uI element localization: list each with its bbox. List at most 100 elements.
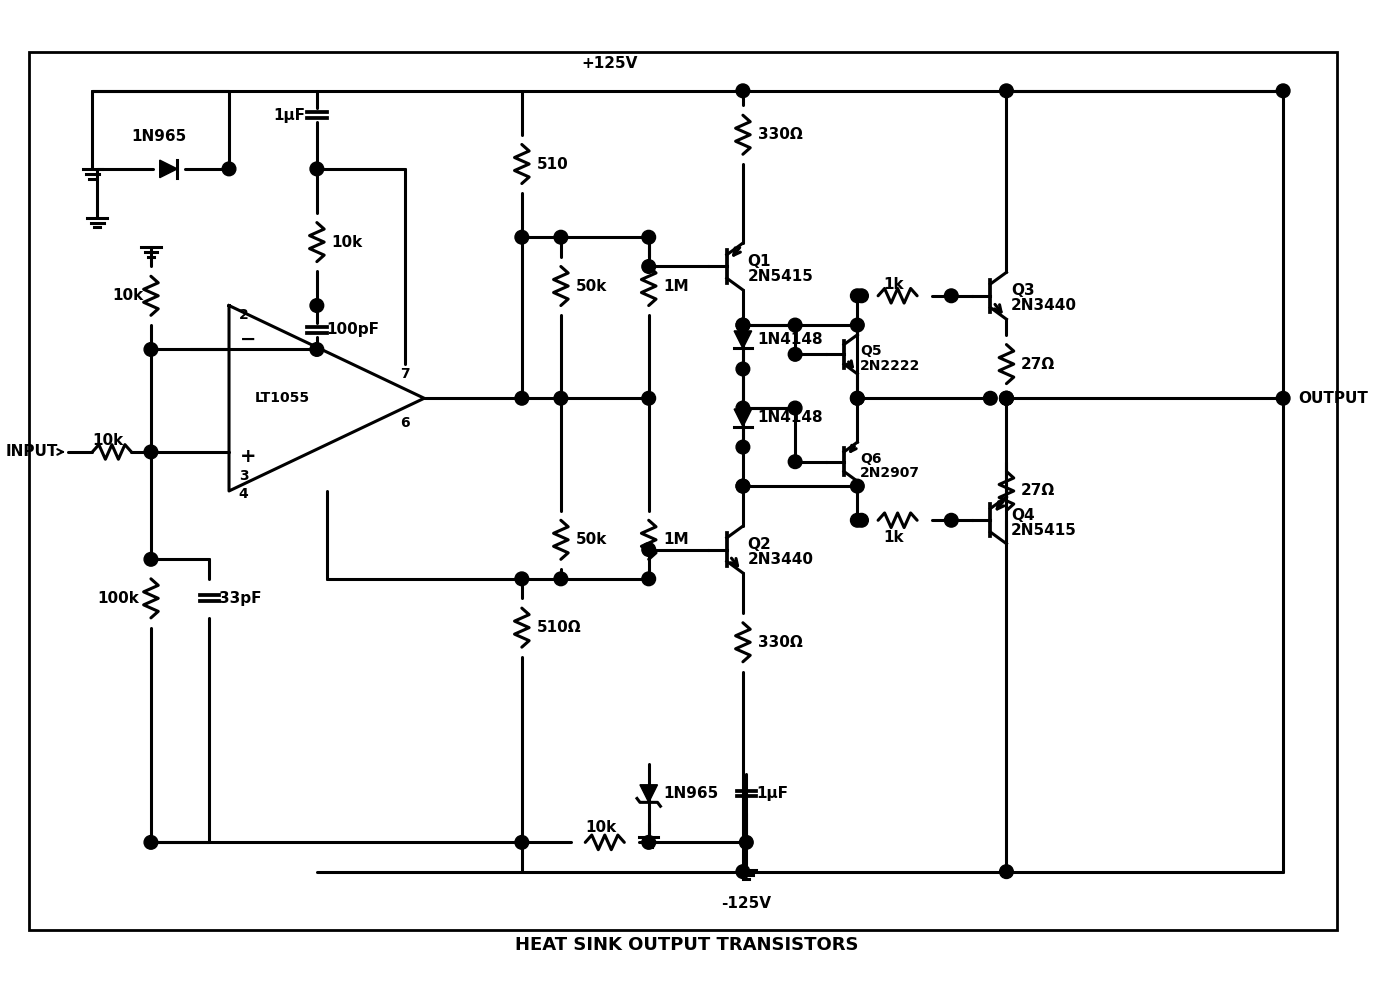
- Text: Q5: Q5: [859, 344, 881, 358]
- Text: 1k: 1k: [883, 531, 903, 545]
- Text: 330Ω: 330Ω: [757, 128, 803, 142]
- Circle shape: [1276, 391, 1290, 405]
- Polygon shape: [734, 409, 752, 427]
- Text: 2N3440: 2N3440: [748, 551, 814, 567]
- Circle shape: [310, 162, 324, 176]
- Circle shape: [851, 480, 865, 492]
- Circle shape: [788, 401, 801, 415]
- Circle shape: [1000, 391, 1013, 405]
- Text: 27Ω: 27Ω: [1022, 484, 1055, 498]
- Circle shape: [855, 289, 869, 302]
- Circle shape: [554, 572, 567, 586]
- Text: 6: 6: [399, 416, 409, 430]
- Circle shape: [642, 231, 655, 244]
- Circle shape: [515, 231, 529, 244]
- Circle shape: [515, 572, 529, 586]
- Circle shape: [737, 480, 749, 492]
- Circle shape: [642, 836, 655, 850]
- Circle shape: [1276, 84, 1290, 98]
- Text: 7: 7: [399, 367, 409, 381]
- Text: 100pF: 100pF: [326, 323, 380, 337]
- Text: 510: 510: [537, 157, 569, 172]
- Circle shape: [851, 513, 865, 527]
- Text: HEAT SINK OUTPUT TRANSISTORS: HEAT SINK OUTPUT TRANSISTORS: [515, 936, 858, 954]
- Circle shape: [737, 84, 749, 98]
- Text: 33pF: 33pF: [219, 591, 262, 606]
- Circle shape: [1000, 865, 1013, 878]
- Text: 1N965: 1N965: [131, 129, 187, 144]
- Circle shape: [737, 440, 749, 454]
- Text: 1k: 1k: [883, 277, 903, 291]
- Circle shape: [310, 342, 324, 356]
- Text: Q2: Q2: [748, 538, 771, 552]
- Circle shape: [222, 162, 235, 176]
- Text: 1M: 1M: [664, 533, 688, 547]
- Circle shape: [642, 260, 655, 274]
- Text: 1μF: 1μF: [273, 108, 304, 123]
- Circle shape: [145, 342, 158, 356]
- Text: −: −: [241, 331, 256, 349]
- Text: +: +: [240, 447, 256, 466]
- Circle shape: [851, 391, 865, 405]
- Text: 1N4148: 1N4148: [757, 410, 823, 426]
- Text: 2N5415: 2N5415: [748, 269, 814, 284]
- Text: +125V: +125V: [581, 56, 638, 72]
- Circle shape: [855, 513, 869, 527]
- Text: 10k: 10k: [585, 820, 617, 835]
- Circle shape: [1000, 84, 1013, 98]
- Text: 1N965: 1N965: [664, 786, 719, 801]
- Text: 330Ω: 330Ω: [757, 635, 803, 649]
- Circle shape: [739, 836, 753, 850]
- Circle shape: [737, 480, 749, 492]
- Circle shape: [145, 836, 158, 850]
- Circle shape: [945, 513, 958, 527]
- Text: 2N3440: 2N3440: [1011, 298, 1077, 313]
- Text: 10k: 10k: [332, 234, 362, 249]
- Polygon shape: [734, 331, 752, 348]
- Circle shape: [554, 231, 567, 244]
- Text: 1μF: 1μF: [756, 786, 788, 801]
- Circle shape: [642, 572, 655, 586]
- Circle shape: [515, 391, 529, 405]
- Polygon shape: [640, 785, 657, 802]
- Circle shape: [642, 542, 655, 556]
- Text: LT1055: LT1055: [255, 391, 310, 405]
- Text: OUTPUT: OUTPUT: [1297, 390, 1367, 406]
- Text: 2N2222: 2N2222: [859, 359, 920, 373]
- Circle shape: [310, 298, 324, 312]
- Text: 1N4148: 1N4148: [757, 333, 823, 347]
- Circle shape: [788, 347, 801, 361]
- Circle shape: [851, 289, 865, 302]
- Circle shape: [642, 391, 655, 405]
- Text: Q3: Q3: [1011, 284, 1034, 298]
- Text: 4: 4: [238, 487, 248, 500]
- Circle shape: [145, 552, 158, 566]
- Circle shape: [515, 836, 529, 850]
- Circle shape: [983, 391, 997, 405]
- Circle shape: [554, 391, 567, 405]
- Text: 1M: 1M: [664, 279, 688, 293]
- Circle shape: [945, 289, 958, 302]
- Circle shape: [737, 865, 749, 878]
- Circle shape: [1000, 391, 1013, 405]
- Text: 50k: 50k: [576, 279, 607, 293]
- Circle shape: [1000, 391, 1013, 405]
- Text: 27Ω: 27Ω: [1022, 357, 1055, 372]
- Text: 2N5415: 2N5415: [1011, 523, 1077, 538]
- Text: INPUT: INPUT: [6, 444, 58, 459]
- Text: 510Ω: 510Ω: [537, 620, 581, 635]
- Text: Q4: Q4: [1011, 508, 1034, 523]
- Text: 3: 3: [238, 469, 248, 484]
- Text: 100k: 100k: [98, 591, 139, 606]
- Text: -125V: -125V: [722, 896, 771, 911]
- Circle shape: [788, 455, 801, 469]
- Text: 50k: 50k: [576, 533, 607, 547]
- Circle shape: [788, 318, 801, 332]
- Circle shape: [737, 362, 749, 376]
- Circle shape: [851, 391, 865, 405]
- Text: 2N2907: 2N2907: [859, 466, 920, 481]
- Text: Q1: Q1: [748, 254, 771, 269]
- Polygon shape: [229, 305, 424, 490]
- Text: 2: 2: [238, 308, 248, 323]
- Circle shape: [145, 445, 158, 459]
